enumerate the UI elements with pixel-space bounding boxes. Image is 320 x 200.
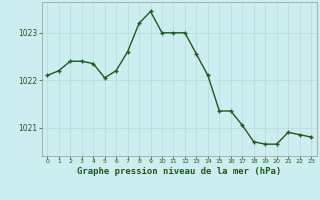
X-axis label: Graphe pression niveau de la mer (hPa): Graphe pression niveau de la mer (hPa) <box>77 167 281 176</box>
